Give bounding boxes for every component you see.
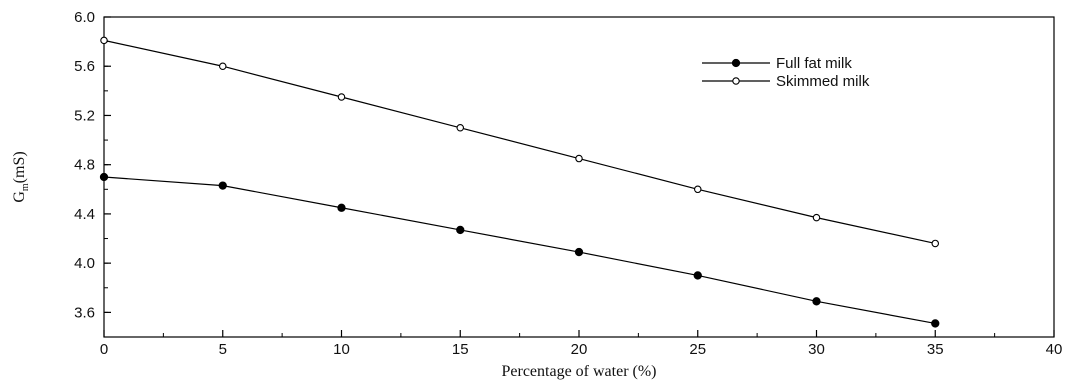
data-point-open	[100, 36, 108, 45]
data-point-filled	[337, 203, 346, 212]
data-point-open	[219, 62, 227, 70]
x-tick-label: 30	[808, 341, 825, 358]
data-point-filled	[931, 319, 940, 328]
data-point-open	[456, 124, 464, 132]
data-point-open	[693, 185, 702, 194]
x-tick-label: 40	[1046, 341, 1063, 358]
plot-frame	[103, 16, 1055, 338]
x-tick-label: 15	[452, 341, 469, 358]
legend-label: Skimmed milk	[776, 73, 870, 90]
y-tick-label: 5.6	[74, 58, 95, 75]
y-tick-label: 4.0	[74, 255, 95, 272]
data-point-open	[812, 213, 821, 222]
x-tick-label: 25	[689, 341, 706, 358]
y-tick-label: 6.0	[74, 9, 95, 26]
y-axis-title-main: G	[11, 191, 28, 203]
series-line	[103, 39, 936, 245]
legend-marker-filled	[731, 58, 741, 68]
plot-frame-group	[103, 16, 1055, 338]
y-tick-label: 4.8	[74, 157, 95, 174]
y-tick-label: 4.4	[74, 206, 95, 223]
y-axis-title-unit: (mS)	[11, 151, 28, 183]
data-point-open	[575, 154, 583, 163]
legend-label: Full fat milk	[776, 55, 852, 72]
x-tick-label: 5	[219, 341, 227, 358]
data-point-filled	[693, 271, 702, 280]
data-point-filled	[99, 172, 109, 182]
y-axis: 3.6 4.0 4.4 4.8 5.2 5.6 6.0	[74, 9, 111, 338]
x-tick-label: 10	[333, 341, 350, 358]
x-axis: 0 5 10 15 20 25 30 35 40	[100, 330, 1063, 358]
data-point-filled	[812, 297, 821, 306]
series-line	[103, 176, 936, 325]
y-tick-label: 5.2	[74, 107, 95, 124]
x-axis-title: Percentage of water (%)	[501, 363, 656, 380]
legend-marker-open	[732, 77, 740, 85]
x-tick-label: 20	[571, 341, 588, 358]
series-group	[99, 36, 940, 328]
x-tick-label: 35	[927, 341, 944, 358]
x-tick-label: 0	[100, 341, 108, 358]
data-point-filled	[218, 181, 227, 190]
y-tick-label: 3.6	[74, 304, 95, 321]
y-axis-title-sub: m	[20, 183, 31, 191]
data-point-open	[337, 93, 346, 101]
y-axis-title: Gm(mS)	[11, 151, 31, 202]
data-point-filled	[456, 225, 465, 235]
data-point-filled	[574, 247, 584, 257]
data-point-open	[931, 239, 939, 248]
